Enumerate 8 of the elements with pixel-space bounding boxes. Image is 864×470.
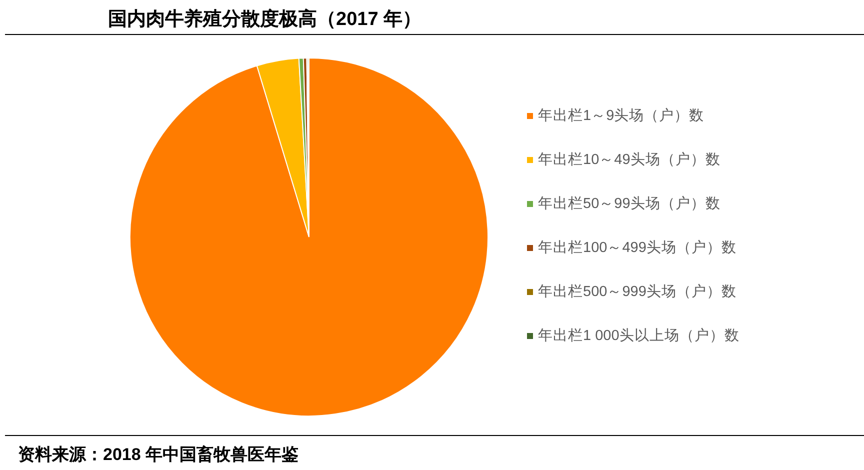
legend-label: 年出栏500～999头场（户）数 — [538, 283, 736, 300]
legend-label: 年出栏10～49头场（户）数 — [538, 151, 720, 168]
chart-title: 国内肉牛养殖分散度极高（2017 年） — [108, 8, 422, 30]
text: 资料来源：2018 年中国畜牧兽医年鉴 — [18, 444, 299, 464]
legend-label: 年出栏50～99头场（户）数 — [538, 195, 720, 212]
legend-label: 年出栏100～499头场（户）数 — [538, 239, 736, 256]
legend-label: 年出栏1 000头以上场（户）数 — [538, 327, 740, 344]
legend-label: 年出栏1～9头场（户）数 — [538, 107, 704, 124]
